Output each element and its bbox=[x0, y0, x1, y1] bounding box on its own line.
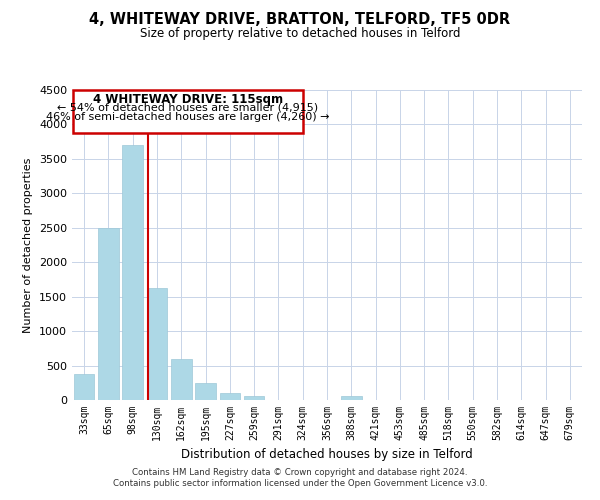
Bar bbox=[244, 396, 265, 400]
Text: 4 WHITEWAY DRIVE: 115sqm: 4 WHITEWAY DRIVE: 115sqm bbox=[93, 94, 283, 106]
Text: 4, WHITEWAY DRIVE, BRATTON, TELFORD, TF5 0DR: 4, WHITEWAY DRIVE, BRATTON, TELFORD, TF5… bbox=[89, 12, 511, 28]
Bar bbox=[171, 358, 191, 400]
Y-axis label: Number of detached properties: Number of detached properties bbox=[23, 158, 34, 332]
Text: 46% of semi-detached houses are larger (4,260) →: 46% of semi-detached houses are larger (… bbox=[46, 112, 330, 122]
Bar bbox=[74, 374, 94, 400]
Bar bbox=[220, 393, 240, 400]
X-axis label: Distribution of detached houses by size in Telford: Distribution of detached houses by size … bbox=[181, 448, 473, 462]
Text: Contains HM Land Registry data © Crown copyright and database right 2024.
Contai: Contains HM Land Registry data © Crown c… bbox=[113, 468, 487, 487]
Bar bbox=[195, 384, 216, 400]
Text: ← 54% of detached houses are smaller (4,915): ← 54% of detached houses are smaller (4,… bbox=[58, 102, 319, 113]
FancyBboxPatch shape bbox=[73, 90, 303, 134]
Bar bbox=[146, 288, 167, 400]
Bar bbox=[122, 145, 143, 400]
Bar bbox=[341, 396, 362, 400]
Text: Size of property relative to detached houses in Telford: Size of property relative to detached ho… bbox=[140, 28, 460, 40]
Bar bbox=[98, 228, 119, 400]
